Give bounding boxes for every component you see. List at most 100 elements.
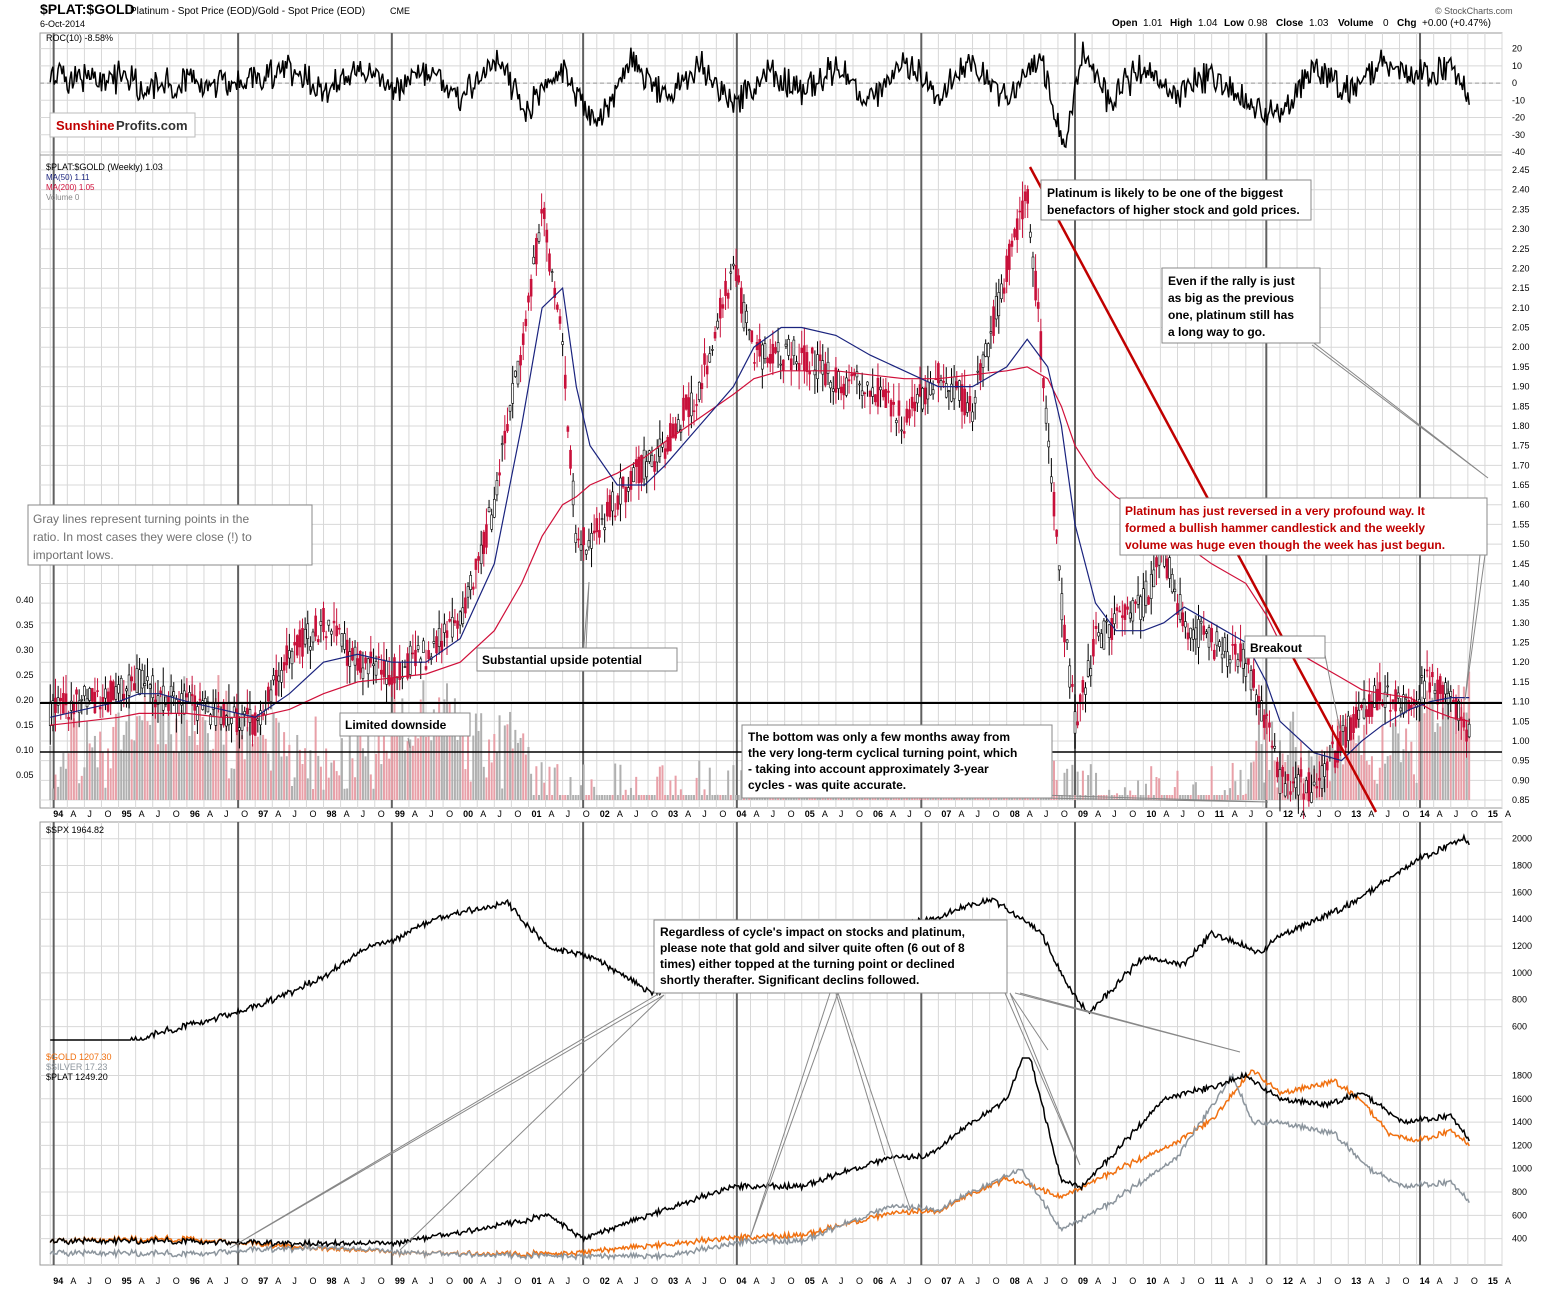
bottom-line-3: - taking into account approximately 3-ye… bbox=[748, 762, 989, 776]
x-tick-label: A bbox=[139, 1276, 145, 1286]
candle-body bbox=[627, 487, 630, 492]
volume-bar bbox=[514, 729, 517, 800]
candle-body bbox=[135, 668, 139, 693]
volume-bar bbox=[469, 781, 472, 800]
x-tick-label: A bbox=[617, 1276, 623, 1286]
candle-body bbox=[542, 207, 546, 219]
volume-bar bbox=[1176, 770, 1179, 800]
volume-bar bbox=[364, 756, 367, 800]
candle-body bbox=[740, 287, 743, 314]
volume-bar bbox=[645, 795, 648, 800]
x-tick-label: 96 bbox=[190, 809, 200, 819]
volume-bar bbox=[277, 722, 280, 800]
volume-bar bbox=[1441, 707, 1444, 800]
candle-body bbox=[88, 688, 91, 701]
volume-bar bbox=[209, 749, 212, 800]
y-tick-label: 1400 bbox=[1512, 1117, 1532, 1127]
volume-bar bbox=[700, 795, 703, 800]
silver-line bbox=[49, 1072, 1470, 1262]
candle-body bbox=[684, 394, 688, 410]
candle-body bbox=[185, 693, 189, 698]
candle-body bbox=[109, 680, 112, 705]
candle-body bbox=[69, 700, 73, 711]
candle-body bbox=[1147, 596, 1150, 605]
volume-bar bbox=[590, 779, 593, 800]
volume-bar bbox=[1271, 721, 1274, 800]
y-tick-label: 2.20 bbox=[1512, 263, 1530, 273]
candle-body bbox=[976, 370, 980, 373]
candle-body bbox=[443, 623, 446, 633]
candle-body bbox=[524, 318, 528, 327]
candle-body bbox=[632, 467, 635, 483]
candle-body bbox=[474, 558, 478, 570]
y-tick-label: 1.40 bbox=[1512, 578, 1530, 588]
volume-bar bbox=[524, 754, 527, 800]
volume-bar bbox=[356, 727, 359, 800]
volume-value: 0 bbox=[1383, 18, 1389, 29]
candle-body bbox=[637, 456, 641, 484]
volume-bar bbox=[1263, 782, 1266, 800]
candle-body bbox=[298, 629, 302, 648]
x-tick-label: O bbox=[651, 1276, 658, 1286]
candle-body bbox=[1459, 716, 1463, 721]
candle-body bbox=[813, 369, 817, 376]
candle-body bbox=[952, 376, 956, 400]
x-tick-label: O bbox=[1403, 809, 1410, 819]
volume-bar bbox=[1386, 756, 1389, 800]
candle-body bbox=[1341, 725, 1345, 732]
volume-label: Volume bbox=[1338, 18, 1374, 29]
candle-body bbox=[603, 527, 606, 531]
volume-bar bbox=[1423, 713, 1426, 800]
candle-body bbox=[506, 424, 509, 432]
candle-body bbox=[406, 653, 409, 679]
candle-body bbox=[1002, 287, 1006, 294]
volume-bar bbox=[330, 762, 333, 800]
volume-bar bbox=[1426, 690, 1429, 800]
volume-bar bbox=[1257, 710, 1260, 800]
volume-bar bbox=[280, 756, 283, 800]
roc-legend: ROC(10) -8.58% bbox=[46, 33, 113, 43]
candle-body bbox=[718, 297, 722, 319]
volume-bar bbox=[1229, 788, 1232, 800]
volume-bar bbox=[566, 795, 569, 800]
candle-body bbox=[737, 275, 740, 283]
volume-bar bbox=[522, 733, 525, 800]
candle-body bbox=[797, 362, 801, 371]
candle-body bbox=[1173, 588, 1177, 592]
logo-profits: Profits.com bbox=[116, 118, 188, 133]
volume-bar bbox=[117, 712, 120, 800]
volume-bar bbox=[1334, 756, 1337, 800]
candle-body bbox=[293, 641, 296, 646]
candle-body bbox=[1050, 476, 1053, 484]
volume-bar bbox=[65, 768, 68, 800]
candle-body bbox=[448, 618, 451, 622]
candle-body bbox=[514, 370, 517, 377]
candle-body bbox=[356, 658, 359, 671]
candle-body bbox=[464, 597, 467, 614]
volume-bar bbox=[650, 795, 653, 800]
volume-bar bbox=[141, 720, 144, 800]
volume-bar bbox=[1447, 688, 1450, 800]
candle-body bbox=[1181, 612, 1185, 627]
volume-bar bbox=[719, 795, 722, 800]
candle-body bbox=[90, 688, 94, 702]
candle-body bbox=[729, 271, 733, 274]
candle-body bbox=[1052, 491, 1056, 517]
volume-bar bbox=[241, 735, 244, 800]
x-tick-label: J bbox=[771, 1276, 776, 1286]
candle-body bbox=[1092, 639, 1095, 657]
candle-body bbox=[1381, 703, 1384, 706]
volume-bar bbox=[482, 766, 485, 800]
gold-legend: $GOLD 1207.30 bbox=[46, 1052, 112, 1062]
candle-body bbox=[831, 388, 835, 392]
volume-bar bbox=[369, 774, 372, 800]
candle-body bbox=[939, 380, 943, 387]
volume-bar bbox=[585, 795, 588, 800]
candle-body bbox=[866, 381, 869, 386]
volume-bar bbox=[461, 719, 464, 800]
volume-bar bbox=[488, 739, 491, 800]
candle-body bbox=[1155, 557, 1158, 568]
y-tick-label: -20 bbox=[1512, 113, 1525, 123]
sunshine-profits-logo[interactable]: Sunshine Profits.com bbox=[49, 112, 196, 138]
volume-bar bbox=[540, 762, 543, 800]
